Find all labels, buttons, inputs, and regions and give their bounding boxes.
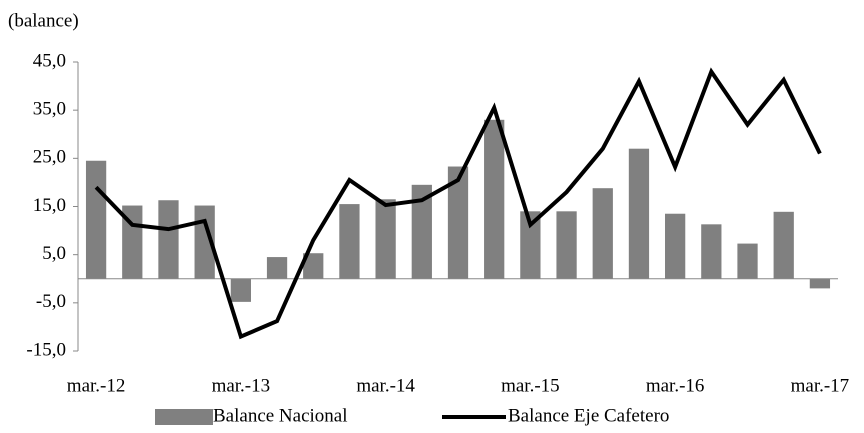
- bar: [809, 278, 831, 289]
- x-tick-label: mar.-17: [791, 375, 850, 396]
- bar: [520, 211, 541, 279]
- bar: [375, 199, 396, 279]
- y-tick-label: 35,0: [33, 99, 66, 120]
- bar: [628, 148, 650, 279]
- bar: [85, 160, 107, 279]
- bar: [339, 204, 360, 279]
- bar: [266, 257, 288, 279]
- x-tick-label: mar.-15: [501, 375, 560, 396]
- bar: [737, 243, 758, 279]
- bar: [701, 224, 722, 279]
- bar: [447, 166, 469, 279]
- x-tick-label: mar.-16: [646, 375, 705, 396]
- bar: [665, 213, 686, 279]
- y-tick-label: 25,0: [33, 147, 66, 168]
- chart-subtitle: (balance): [8, 10, 79, 31]
- bar: [303, 253, 324, 279]
- legend-label: Balance Nacional: [213, 405, 348, 426]
- bar: [230, 278, 251, 302]
- legend-label: Balance Eje Cafetero: [508, 405, 669, 426]
- bar: [556, 211, 577, 279]
- x-tick-label: mar.-13: [212, 375, 271, 396]
- y-tick-label: 5,0: [42, 243, 66, 264]
- bar: [484, 119, 505, 279]
- bar: [773, 211, 794, 279]
- y-tick-label: 45,0: [33, 50, 66, 71]
- y-tick-label: -5,0: [36, 291, 66, 312]
- y-tick-label: 15,0: [33, 195, 66, 216]
- legend-swatch: [155, 409, 213, 425]
- bar: [592, 188, 613, 279]
- x-tick-label: mar.-12: [67, 375, 126, 396]
- line: [94, 67, 822, 340]
- x-tick-label: mar.-14: [356, 375, 415, 396]
- y-tick-label: -15,0: [26, 339, 66, 360]
- bar: [158, 200, 179, 279]
- bar: [411, 184, 432, 279]
